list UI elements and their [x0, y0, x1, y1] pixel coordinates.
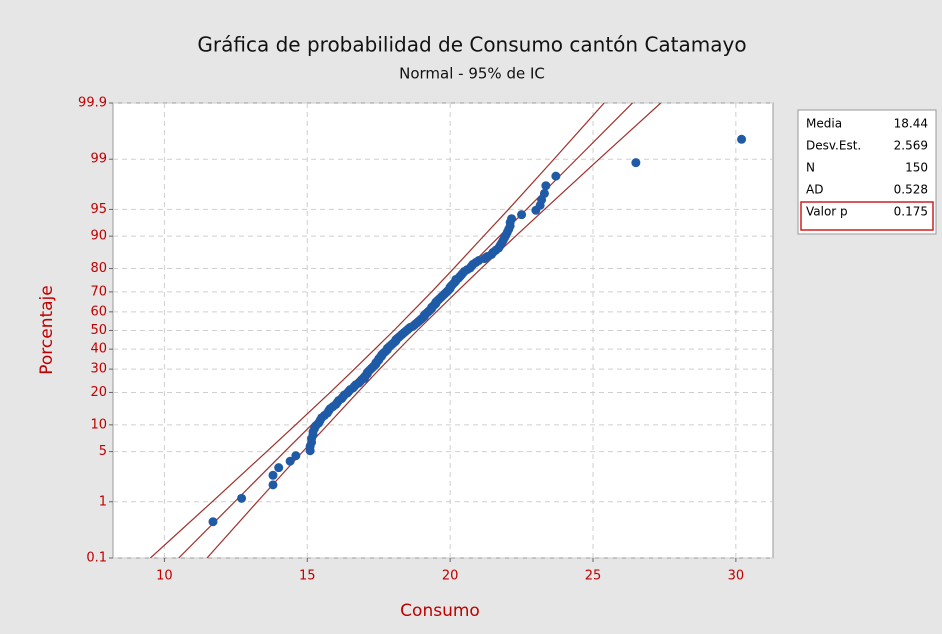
- y-tick-label: 1: [99, 494, 107, 509]
- y-tick-label: 5: [99, 444, 107, 459]
- chart-subtitle: Normal - 95% de IC: [399, 65, 545, 83]
- y-tick-label: 70: [90, 284, 107, 299]
- stat-label: Valor p: [806, 205, 848, 219]
- y-tick-label: 30: [90, 362, 107, 377]
- y-tick-label: 50: [90, 323, 107, 338]
- y-tick-label: 99: [90, 152, 107, 167]
- stat-value: 0.528: [894, 183, 928, 197]
- x-tick-label: 15: [299, 569, 316, 584]
- x-axis-label: Consumo: [400, 601, 480, 621]
- x-tick-label: 10: [156, 569, 173, 584]
- data-point: [285, 456, 295, 466]
- data-point: [268, 470, 278, 480]
- x-tick-label: 25: [585, 569, 602, 584]
- y-tick-label: 10: [90, 417, 107, 432]
- data-point: [291, 451, 301, 461]
- highlight-box: [800, 201, 934, 231]
- y-tick-label: 90: [90, 229, 107, 244]
- y-tick-label: 80: [90, 261, 107, 276]
- data-point: [237, 493, 247, 503]
- data-point: [631, 158, 641, 168]
- stat-value: 2.569: [894, 139, 928, 153]
- y-tick-label: 95: [90, 202, 107, 217]
- y-tick-label: 60: [90, 304, 107, 319]
- stat-label: N: [806, 161, 815, 175]
- stat-value: 18.44: [894, 117, 928, 131]
- stats-box: [797, 109, 937, 235]
- stat-label: Desv.Est.: [806, 139, 861, 153]
- data-point: [551, 171, 561, 181]
- ci-line: [206, 103, 662, 558]
- y-tick-label: 0.1: [86, 551, 107, 566]
- x-tick-label: 30: [728, 569, 745, 584]
- data-point: [539, 188, 549, 198]
- data-point: [541, 181, 551, 191]
- chart-title: Gráfica de probabilidad de Consumo cantó…: [197, 33, 746, 57]
- stat-value: 0.175: [894, 205, 928, 219]
- data-point: [517, 210, 527, 220]
- data-point: [507, 214, 517, 224]
- data-point: [737, 134, 747, 144]
- data-point: [274, 463, 284, 473]
- ci-line: [150, 103, 605, 558]
- stat-value: 150: [905, 161, 928, 175]
- y-tick-label: 20: [90, 385, 107, 400]
- y-axis-label: Porcentaje: [37, 285, 57, 375]
- data-point: [208, 517, 218, 527]
- y-tick-label: 99.9: [78, 96, 107, 111]
- x-tick-label: 20: [442, 569, 459, 584]
- stat-label: Media: [806, 117, 842, 131]
- stat-label: AD: [806, 183, 823, 197]
- y-tick-label: 40: [90, 342, 107, 357]
- data-point: [268, 480, 278, 490]
